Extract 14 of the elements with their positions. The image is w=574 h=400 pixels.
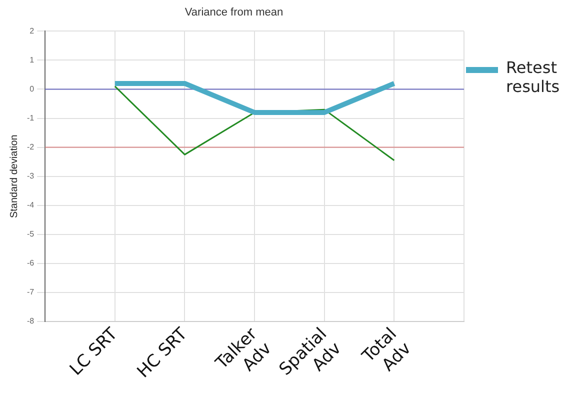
y-tick-label: -5 (26, 230, 35, 239)
y-tick-label: -8 (26, 316, 35, 326)
y-tick-label: 0 (30, 84, 35, 94)
y-tick-label: 1 (30, 55, 35, 64)
y-axis-title: Standard deviation (8, 134, 20, 218)
y-tick-label: 2 (30, 26, 35, 36)
y-tick-label: -4 (26, 200, 35, 210)
y-tick-label: -6 (26, 258, 35, 268)
legend-label: Retest results (506, 58, 561, 96)
chart-title: Variance from mean (184, 6, 284, 19)
y-tick-label: -7 (26, 288, 35, 297)
y-tick-label: -1 (26, 113, 35, 122)
y-tick-label: -3 (26, 172, 35, 181)
y-tick-label: -2 (26, 142, 35, 152)
